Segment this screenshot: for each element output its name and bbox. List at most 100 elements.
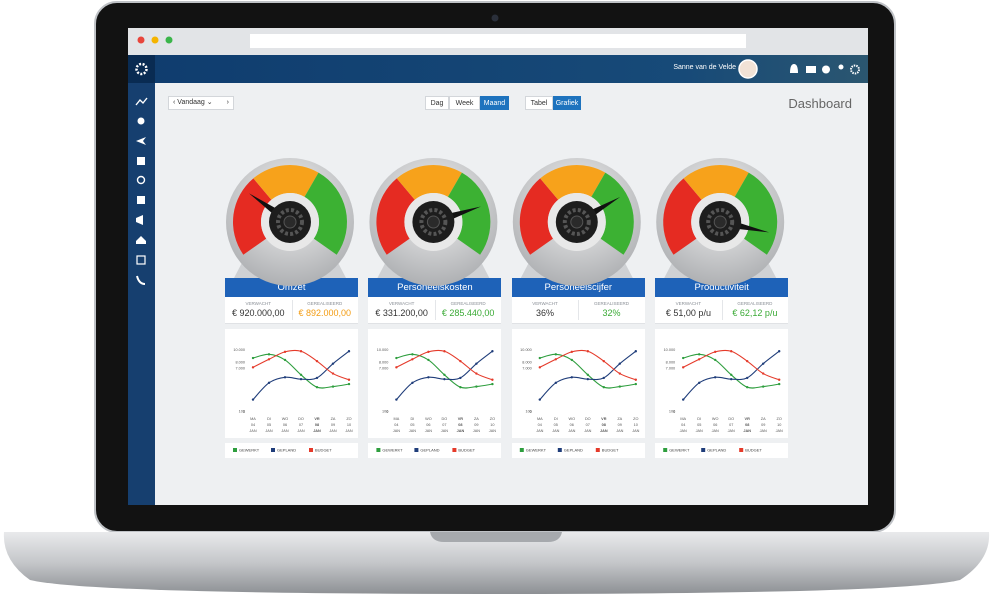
gear-icon[interactable] [850,64,860,75]
legend-label: GEPLAND [277,448,296,453]
expected-label: VERWACHT [532,301,558,306]
data-point [602,359,605,363]
chart-box [511,329,645,438]
x-tick-label: 10 [347,423,351,427]
data-point [299,350,303,353]
data-point [331,385,335,388]
data-point [283,376,287,379]
y-tick-label: 0 [673,410,675,414]
gauge-band [376,178,415,255]
view-button[interactable]: Grafiek [553,96,581,110]
y-tick-label: 10.000 [377,348,389,352]
data-point [395,356,398,360]
data-point [538,398,541,401]
period-button[interactable]: Week [449,96,480,110]
nav-icon[interactable] [136,175,146,185]
settings-icon[interactable] [135,62,148,76]
period-button[interactable]: Dag [425,96,449,110]
card-header: Omzet [225,278,358,297]
legend-swatch [663,448,668,452]
data-point [730,350,733,353]
expected-label: VERWACHT [388,301,415,306]
nav-icon[interactable] [136,215,143,225]
data-point [538,366,541,369]
gauge-band [396,165,462,200]
expected-value: € 51,00 p/u [665,308,711,318]
nav-icon[interactable] [137,157,145,165]
legend-swatch [519,448,524,452]
nav-icon[interactable] [136,255,146,265]
legend-label: GEWERKT [239,448,260,453]
x-tick-label: WO [712,417,719,421]
x-tick-label: DI [410,417,414,421]
data-point [586,377,589,381]
date-label[interactable]: Vandaag [177,99,205,106]
x-tick-label: 07 [442,423,446,427]
expected-value: € 331.200,00 [375,308,428,318]
y-tick-label: 8.000 [235,360,245,364]
bell-icon[interactable] [790,64,798,73]
card-header: Productiviteit [655,278,789,297]
data-point [491,378,494,381]
nav-icon[interactable] [136,236,146,244]
x-tick-label: ZO [490,417,495,421]
x-tick-label: JAN [313,429,321,433]
user-name[interactable]: Sanne van de Velde [673,64,736,71]
data-point [411,353,414,356]
x-tick-label: JAN [297,429,304,433]
stats-divider [291,300,293,320]
url-bar [250,34,746,48]
gauge-gear [706,208,735,236]
date-nav[interactable]: ‹ Vandaag ⌄ › [168,96,234,110]
data-point [554,353,557,356]
x-tick-label: ZA [617,417,622,421]
mail-icon[interactable] [806,66,816,73]
data-point [443,350,446,353]
nav-icon[interactable] [137,117,145,125]
x-tick-label: 04 [538,423,542,427]
nav-icon[interactable] [136,275,146,285]
x-tick-label: JAN [409,429,416,433]
nav-icon[interactable] [136,137,146,145]
window-dot [165,36,173,44]
data-point [634,350,637,353]
x-tick-label: JAN [616,429,623,433]
data-point [618,372,621,375]
nav-icon[interactable] [135,97,148,106]
x-tick-label: DI [267,417,271,421]
legend-label: BUDGET [602,448,619,453]
x-tick-label: JAN [393,429,400,433]
data-point [714,358,717,362]
data-point [682,366,685,369]
actual-value: € 62,12 p/u [732,308,778,318]
legend-swatch [557,448,562,452]
data-point [315,386,319,389]
status-icon[interactable] [822,65,830,74]
nav-icon[interactable] [137,196,145,204]
data-point [411,358,414,361]
x-tick-label: DO [728,417,734,421]
user-icon[interactable] [838,64,844,70]
actual-label: GEREALISEERD [450,301,486,306]
data-point [698,353,701,356]
x-tick-label: 04 [681,423,685,427]
data-point [347,378,351,381]
x-tick-label: 05 [410,423,414,427]
period-button[interactable]: Maand [480,96,509,110]
data-point [251,356,255,360]
laptop-base [3,532,990,594]
x-tick-label: JAN [584,429,591,433]
data-point [491,350,494,353]
x-tick-label: MA [680,417,686,421]
x-tick-label: DO [442,417,448,421]
data-point [283,358,287,362]
avatar[interactable] [738,59,758,79]
data-point [698,381,701,385]
x-tick-label: JAN [600,429,608,433]
data-point [618,385,621,388]
x-tick-label: JAN [441,429,448,433]
view-button[interactable]: Tabel [525,96,553,110]
data-point [267,353,271,356]
data-point [634,382,637,386]
data-point [570,376,573,379]
